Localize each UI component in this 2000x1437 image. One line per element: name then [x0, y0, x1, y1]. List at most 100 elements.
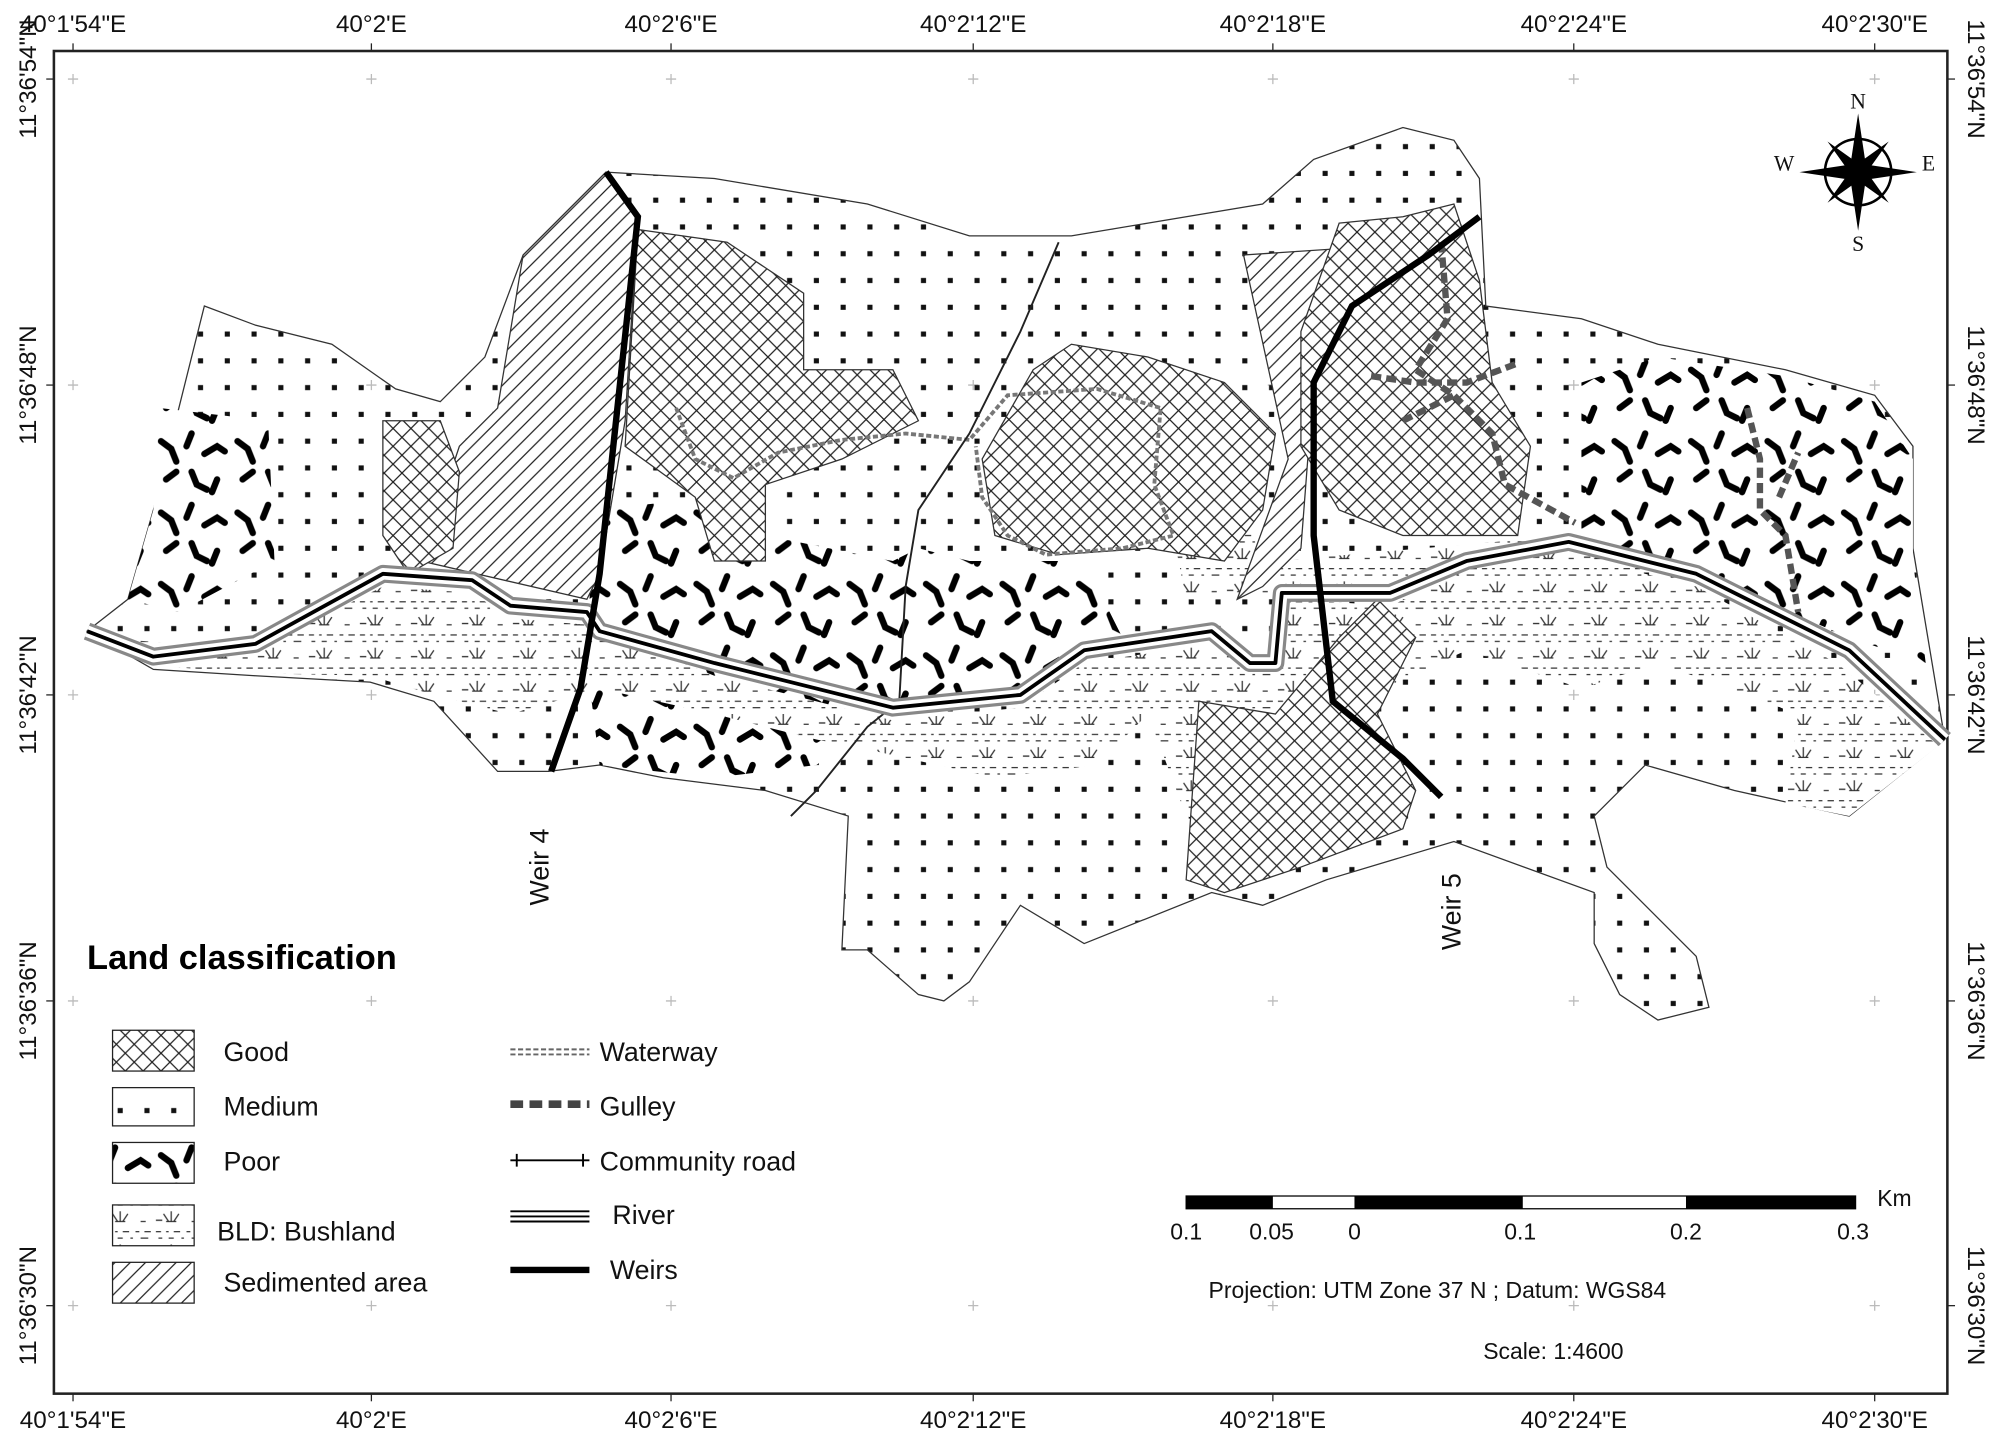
compass: N S E W [1774, 89, 1935, 256]
legend-line [510, 1048, 590, 1056]
graticule-cross [1869, 1300, 1880, 1311]
x-coordinate-label: 40°2'6"E [625, 1407, 718, 1434]
x-coordinate-label: 40°2'18"E [1220, 1407, 1326, 1434]
compass-n: N [1850, 89, 1866, 113]
x-coordinate-label: 40°2'E [336, 1407, 407, 1434]
graticule-cross [366, 995, 377, 1007]
graticule-cross [1568, 1300, 1579, 1311]
x-coordinate-label: 40°2'30"E [1821, 11, 1927, 38]
x-coordinate-label: 40°2'6"E [625, 11, 718, 38]
legend-swatch [111, 1141, 195, 1184]
x-coordinate-label: 40°2'E [336, 11, 407, 38]
legend-label: Sedimented area [223, 1268, 427, 1298]
river [83, 532, 1951, 747]
legend-label: Poor [223, 1147, 280, 1177]
waterway [674, 386, 1176, 557]
graticule-cross [968, 73, 979, 85]
weir-label: Weir 4 [525, 829, 555, 906]
land-units [85, 126, 1946, 1021]
graticule-cross [1267, 995, 1278, 1007]
y-coordinate-label: 11°36'36"N [15, 941, 42, 1060]
x-coordinate-label: 40°1'54"E [20, 1407, 126, 1434]
scale-label: 0.2 [1670, 1218, 1702, 1244]
bushland [102, 554, 1939, 842]
graticule-cross [665, 1300, 677, 1311]
graticule-cross [1568, 73, 1579, 85]
legend-swatch [111, 1029, 195, 1072]
poor-land [1581, 357, 1926, 664]
legend-label: Weirs [610, 1255, 678, 1285]
legend: Land classification Good Medium Poor BLD… [87, 939, 796, 1304]
graticule-cross [1869, 995, 1880, 1007]
legend-title: Land classification [87, 939, 397, 977]
weir-label: Weir 5 [1436, 873, 1466, 950]
legend-label: Medium [223, 1092, 318, 1122]
graticule-cross [67, 379, 79, 391]
legend-label: Good [223, 1037, 288, 1067]
poor-land [127, 408, 275, 613]
graticule-cross [366, 73, 377, 85]
y-coordinate-label: 11°36'54"N [1962, 19, 1989, 138]
compass-w: W [1774, 152, 1795, 176]
graticule-cross [366, 1300, 377, 1311]
legend-label: River [612, 1200, 675, 1230]
x-coordinate-label: 40°2'30"E [1821, 1407, 1927, 1434]
scale-unit: Km [1877, 1185, 1911, 1211]
graticule-cross [1568, 995, 1579, 1007]
scale-label: 0.1 [1170, 1218, 1202, 1244]
legend-label: Community road [600, 1147, 796, 1177]
scale-bar-segment [1354, 1196, 1523, 1209]
good-land [624, 228, 920, 562]
graticule-cross [1869, 73, 1880, 85]
compass-star [1827, 141, 1889, 203]
graticule-cross [1869, 379, 1880, 391]
legend-label: Gulley [600, 1092, 676, 1122]
legend-label: BLD: Bushland [217, 1217, 396, 1247]
y-coordinate-label: 11°36'36"N [1962, 941, 1989, 1060]
y-coordinate-label: 11°36'48"N [1962, 325, 1989, 444]
graticule-cross [67, 995, 79, 1007]
map-frame [52, 49, 1949, 1395]
compass-e: E [1922, 152, 1935, 176]
weir [1310, 214, 1482, 800]
weirs [548, 170, 1482, 800]
good-land [1300, 203, 1532, 537]
x-coordinate-label: 40°2'24"E [1521, 11, 1627, 38]
gulleys [1370, 241, 1802, 613]
y-coordinate-label: 11°36'30"N [15, 1246, 42, 1365]
x-coordinate-label: 40°1'54"E [20, 11, 126, 38]
gulley [1370, 241, 1802, 613]
y-coordinate-label: 11°36'42"N [1962, 635, 1989, 754]
compass-s: S [1852, 232, 1864, 256]
scale-bar-segment [1685, 1196, 1856, 1209]
scale-label: 0.1 [1504, 1218, 1536, 1244]
graticule-cross [67, 1300, 79, 1311]
graticule-cross [366, 689, 377, 701]
x-coordinate-label: 40°2'12"E [920, 1407, 1026, 1434]
graticule-cross [1267, 73, 1278, 85]
waterways [674, 386, 1176, 557]
legend-swatch [111, 1204, 195, 1247]
legend-swatch [111, 1261, 195, 1304]
y-coordinate-label: 11°36'42"N [15, 635, 42, 754]
x-coordinate-label: 40°2'24"E [1521, 1407, 1627, 1434]
bushland [1173, 510, 1671, 600]
x-coordinate-label: 40°2'18"E [1220, 11, 1326, 38]
scale-text: Scale: 1:4600 [1483, 1338, 1623, 1364]
good-land [981, 343, 1277, 562]
graticule-cross [665, 73, 677, 85]
y-coordinate-label: 11°36'48"N [15, 325, 42, 444]
scale-bar: Km 0.1 0.05 0 0.1 0.2 0.3 [1170, 1185, 1911, 1244]
scale-label: 0 [1348, 1218, 1361, 1244]
graticule-cross [665, 995, 677, 1007]
legend-line [510, 1153, 590, 1167]
projection: Projection: UTM Zone 37 N ; Datum: WGS84 [1209, 1277, 1667, 1303]
graticule-cross [968, 1300, 979, 1311]
graticule-cross [67, 689, 79, 701]
river-line [86, 539, 1947, 741]
graticule-cross [67, 73, 79, 85]
weir [548, 170, 642, 773]
scale-label: 0.05 [1249, 1218, 1294, 1244]
